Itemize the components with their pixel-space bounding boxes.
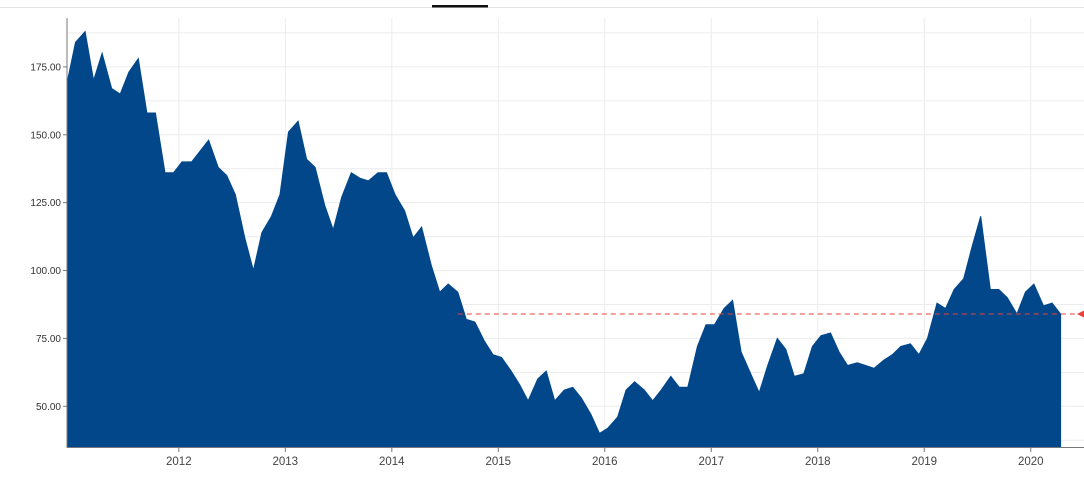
x-tick-label: 2013 (273, 456, 299, 468)
x-tick-label: 2019 (911, 456, 937, 468)
tab-indicator (432, 5, 488, 8)
y-tick-label: 150.00 (30, 130, 61, 141)
y-tick-label: 125.00 (30, 198, 61, 209)
y-tick-label: 100.00 (30, 266, 61, 277)
y-tick-label: 50.00 (36, 402, 61, 413)
y-tick-label: 175.00 (30, 62, 61, 73)
x-tick-label: 2012 (166, 456, 192, 468)
x-tick-labels: 2012 2013 2014 2015 2016 2017 2018 2019 2020 (166, 456, 1044, 468)
area-layer (66, 30, 1062, 448)
x-tick-label: 2018 (805, 456, 831, 468)
x-tick-label: 2015 (485, 456, 511, 468)
reference-marker (1077, 310, 1084, 318)
reference-layer (457, 310, 1084, 318)
x-tick-label: 2017 (698, 456, 724, 468)
y-tick-label: 75.00 (36, 334, 61, 345)
y-tick-labels: 50.00 75.00 100.00 125.00 150.00 175.00 (30, 62, 61, 412)
x-tick-label: 2016 (592, 456, 618, 468)
area-series (66, 30, 1062, 448)
axis-layer (0, 5, 1084, 452)
x-tick-label: 2014 (379, 456, 405, 468)
x-tick-label: 2020 (1018, 456, 1044, 468)
